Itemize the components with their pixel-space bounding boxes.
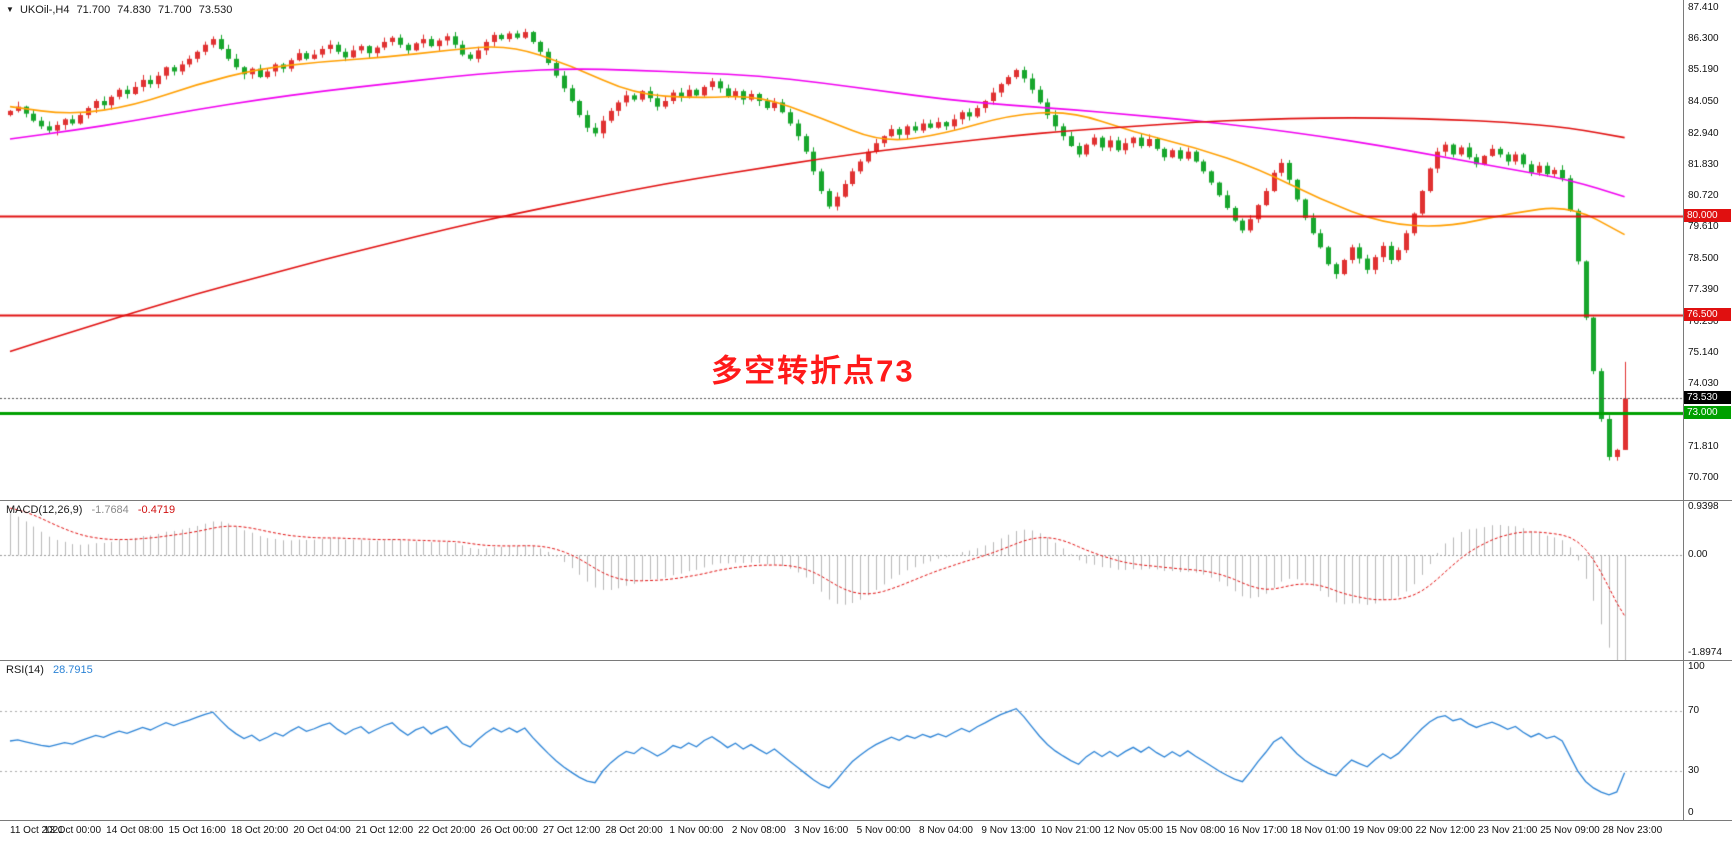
time-axis-label: 11 Oct 2021 [10,825,64,836]
time-axis-label: 10 Nov 21:00 [1041,825,1101,836]
macd-value-signal: -0.4719 [137,504,176,516]
rsi-header: RSI(14) 28.7915 [6,664,99,676]
level-badge-support-73: 73.000 [1684,406,1731,420]
rsi-label: RSI(14) [6,664,44,676]
time-axis-label: 16 Nov 17:00 [1228,825,1288,836]
price-tick-label: 75.140 [1688,347,1719,359]
time-axis-label: 15 Nov 08:00 [1165,825,1226,836]
price-chart-panel[interactable]: ▼ UKOil-,H4 71.700 74.830 71.700 73.530 … [0,0,1732,500]
macd-tick-label: -1.8974 [1688,647,1722,658]
price-tick-label: 71.810 [1688,440,1719,452]
time-axis-label: 14 Oct 08:00 [106,825,164,836]
time-axis-label: 21 Oct 12:00 [355,825,414,836]
macd-canvas[interactable] [0,501,1683,660]
chart-symbol-period: UKOil-,H4 [19,4,70,16]
ohlc-low: 71.700 [158,4,192,16]
rsi-panel[interactable]: RSI(14) 28.7915 100 70 30 0 [0,660,1732,820]
macd-panel[interactable]: MACD(12,26,9) -1.7684 -0.4719 0.9398 0.00… [0,500,1732,660]
ohlc-close: 73.530 [198,4,233,16]
rsi-tick-label: 30 [1688,764,1700,776]
price-tick-label: 77.390 [1688,283,1719,295]
price-axis[interactable]: 87.410 86.300 85.190 84.050 82.940 81.830 80.7… [1683,0,1732,500]
time-axis-label: 18 Oct 20:00 [230,825,289,836]
macd-label: MACD(12,26,9) [6,504,83,516]
macd-tick-label: 0.00 [1688,549,1708,561]
price-tick-label: 78.500 [1688,252,1719,264]
time-axis-label: 3 Nov 16:00 [794,825,849,836]
macd-header: MACD(12,26,9) -1.7684 -0.4719 [6,504,181,516]
price-chart-canvas[interactable] [0,0,1683,500]
time-axis-label: 13 Oct 00:00 [43,825,102,836]
price-tick-label: 74.030 [1688,378,1719,390]
time-axis-label: 27 Oct 12:00 [542,825,601,836]
time-axis-label: 22 Nov 12:00 [1415,825,1475,836]
time-axis-label: 25 Nov 09:00 [1540,825,1600,836]
time-axis-label: 26 Oct 00:00 [480,825,538,836]
time-axis-label: 9 Nov 13:00 [981,825,1036,836]
chart-header: ▼ UKOil-,H4 71.700 74.830 71.700 73.530 [6,4,236,16]
macd-axis[interactable]: 0.9398 0.00 -1.8974 [1683,501,1732,660]
time-axis-label: 23 Nov 21:00 [1477,825,1538,836]
time-axis-label: 19 Nov 09:00 [1353,825,1413,836]
time-axis-label: 18 Nov 01:00 [1290,825,1351,836]
rsi-tick-label: 70 [1688,705,1700,717]
price-tick-label: 76.250 [1688,315,1719,327]
price-tick-label: 70.700 [1688,472,1719,484]
current-price-badge: 73.530 [1684,391,1731,405]
time-axis-label: 20 Oct 04:00 [293,825,351,836]
price-tick-label: 80.720 [1688,190,1719,202]
time-axis-label: 1 Nov 00:00 [669,825,724,836]
level-badge-resistance-80: 80.000 [1684,209,1731,223]
rsi-tick-label: 0 [1688,807,1694,818]
time-axis-label: 8 Nov 04:00 [919,825,973,836]
chart-symbol-marker-icon: ▼ [6,5,14,14]
price-tick-label: 84.050 [1688,96,1719,108]
time-axis-label: 5 Nov 00:00 [856,825,911,836]
time-axis[interactable]: 11 Oct 2021 13 Oct 00:00 14 Oct 08:00 15 Oc… [0,820,1732,843]
price-tick-label: 79.610 [1688,221,1719,233]
price-tick-label: 85.190 [1688,64,1719,76]
price-tick-label: 87.410 [1688,1,1719,13]
rsi-canvas[interactable] [0,661,1683,820]
price-tick-label: 82.940 [1688,127,1719,139]
level-badge-resistance-76-5: 76.500 [1684,307,1731,321]
time-axis-label: 12 Nov 05:00 [1103,825,1163,836]
rsi-axis[interactable]: 100 70 30 0 [1683,661,1732,820]
rsi-tick-label: 100 [1688,661,1705,672]
macd-tick-label: 0.9398 [1688,501,1719,512]
price-tick-label: 86.300 [1688,33,1719,45]
time-axis-label: 2 Nov 08:00 [731,825,786,836]
time-axis-label: 28 Oct 20:00 [605,825,663,836]
ohlc-high: 74.830 [117,4,151,16]
time-axis-label: 28 Nov 23:00 [1602,825,1663,836]
annotation-text[interactable]: 多空转折点73 [711,353,915,389]
price-tick-label: 81.830 [1688,158,1719,170]
time-axis-label: 22 Oct 20:00 [418,825,476,836]
time-axis-label: 15 Oct 16:00 [168,825,226,836]
ohlc-open: 71.700 [76,4,111,16]
macd-value-main: -1.7684 [91,504,129,516]
rsi-value: 28.7915 [52,664,93,676]
